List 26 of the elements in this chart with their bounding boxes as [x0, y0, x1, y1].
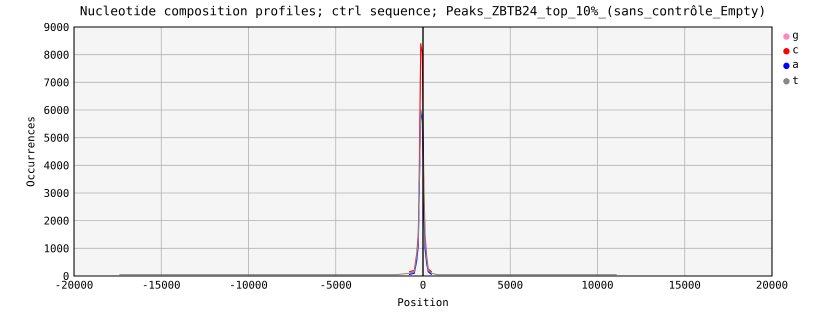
x-tick-label: 20000: [756, 280, 788, 289]
y-tick-label: 1000: [44, 244, 69, 252]
y-tick-label: 7000: [44, 78, 69, 86]
legend-label: a: [792, 62, 798, 68]
x-tick-label: -10000: [231, 280, 268, 289]
y-tick-label: 4000: [44, 161, 69, 170]
y-tick-label: 2000: [44, 216, 69, 225]
y-tick-label: 6000: [44, 106, 69, 114]
x-tick-label: 10000: [582, 280, 613, 289]
x-tick-label: 5000: [498, 280, 522, 289]
legend-label: t: [792, 76, 798, 84]
chart-title: Nucleotide composition profiles; ctrl sequence; Peaks_ZBTB24_top_10%_(sans_contrôle_Empty): [80, 5, 764, 18]
x-tick-label: 15000: [670, 280, 700, 289]
legend-label: g: [792, 32, 798, 41]
legend-label: c: [793, 47, 798, 54]
y-tick-label: 8000: [44, 50, 69, 59]
y-tick-label: 9000: [44, 22, 69, 32]
y-tick-label: 0: [64, 272, 69, 280]
x-axis-title: Position: [398, 298, 448, 306]
y-axis-title: Occurrences: [26, 117, 34, 186]
y-tick-label: 5000: [44, 134, 69, 142]
x-tick-label: -5000: [322, 280, 352, 289]
x-tick-label: -15000: [144, 280, 180, 289]
x-tick-label: 0: [420, 280, 426, 289]
x-tick-label: -20000: [56, 280, 93, 289]
y-tick-label: 3000: [44, 188, 69, 198]
